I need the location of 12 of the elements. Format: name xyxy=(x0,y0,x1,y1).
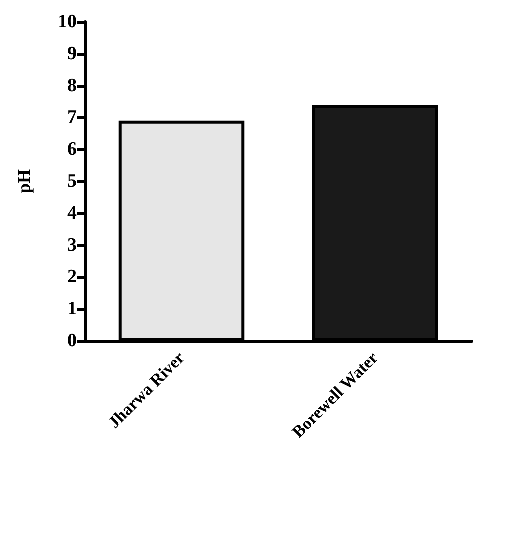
y-axis-title: pH xyxy=(14,169,34,194)
y-tick-label: 3 xyxy=(68,234,77,256)
y-tick-label: 6 xyxy=(68,139,77,160)
y-tick-label: 10 xyxy=(58,12,77,32)
y-tick-label: 4 xyxy=(68,202,78,224)
y-tick-label: 5 xyxy=(68,171,77,192)
y-tick-label: 1 xyxy=(68,298,77,320)
y-tick-label: 7 xyxy=(68,107,78,128)
y-tick-label: 8 xyxy=(68,75,77,96)
y-tick-label: 9 xyxy=(68,43,77,64)
y-tick-label: 0 xyxy=(68,330,77,352)
y-tick-label: 2 xyxy=(68,266,77,288)
